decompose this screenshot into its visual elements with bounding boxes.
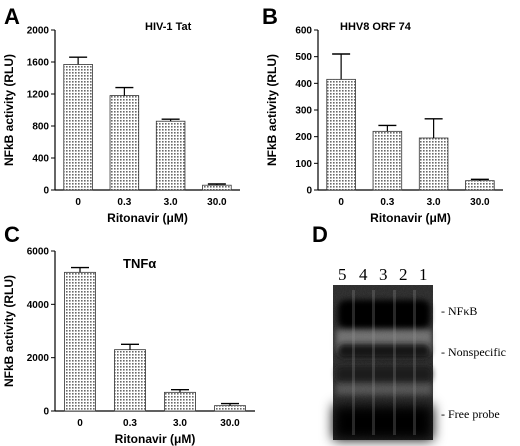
y-tick-label: 2000: [27, 26, 50, 37]
y-tick-label: 400: [295, 79, 312, 90]
x-axis-label: Ritonavir (μM): [370, 211, 451, 225]
bar-3-0: [164, 391, 196, 412]
x-tick-label: 0: [338, 197, 344, 208]
y-axis-label: NFkB activity (RLU): [2, 275, 16, 387]
band-free-probe: [333, 405, 433, 440]
x-axis-label: Ritonavir (μM): [107, 211, 188, 225]
bar-30-0: [214, 405, 246, 412]
band-nfkb: [338, 300, 430, 328]
bar-3-0: [155, 120, 186, 191]
panel-letter-a: A: [4, 4, 20, 29]
lane-number: 4: [359, 265, 368, 284]
y-tick-label: 400: [32, 154, 49, 165]
y-tick-label: 0: [306, 186, 312, 197]
emsa-blot: 5 4 3 2 1 - NFκB - Nonspecific - Free pr…: [333, 265, 506, 440]
y-tick-label: 300: [295, 106, 312, 117]
chart-title: HHV8 ORF 74: [340, 21, 412, 33]
lane-sep: [413, 290, 416, 435]
lane-number: 5: [338, 265, 347, 284]
y-tick-label: 500: [295, 52, 312, 63]
x-tick-label: 0.3: [380, 197, 394, 208]
bar-30-0: [202, 184, 232, 191]
panel-letter-c: C: [4, 222, 20, 247]
lane-number: 2: [399, 265, 408, 284]
y-tick-label: 600: [295, 26, 312, 37]
chart-hiv1-tat: 0 400 800 1200 1600 2000 0 0.3 3.0 30.0 HIV-1 Tat R…: [2, 21, 240, 225]
y-tick-label: 4000: [27, 300, 50, 311]
y-tick-label: 0: [43, 186, 49, 197]
panel-letter-d: D: [312, 222, 328, 247]
y-tick-label: 200: [295, 132, 312, 143]
x-tick-label: 0: [77, 418, 83, 429]
band-mid: [336, 366, 432, 382]
bar-0-3: [114, 349, 146, 412]
bar-0: [326, 78, 356, 191]
y-tick-label: 1200: [27, 90, 50, 101]
x-axis-label: Ritonavir (μM): [115, 432, 196, 446]
x-tick-label: 0: [75, 197, 81, 208]
gap-light-2: [336, 383, 432, 395]
y-tick-label: 0: [43, 407, 49, 418]
x-tick-label: 3.0: [173, 418, 187, 429]
chart-title: TNFα: [123, 256, 156, 271]
lane-number: 3: [379, 265, 388, 284]
y-axis-label: NFkB activity (RLU): [265, 54, 279, 166]
label-nonspecific: - Nonspecific: [441, 345, 506, 359]
y-tick-label: 2000: [27, 353, 50, 364]
x-tick-label: 30.0: [207, 197, 227, 208]
lane-number: 1: [419, 265, 428, 284]
y-tick-label: 6000: [27, 247, 50, 258]
x-tick-label: 3.0: [427, 197, 441, 208]
y-axis-label: NFkB activity (RLU): [2, 54, 16, 166]
x-tick-label: 0.3: [123, 418, 137, 429]
label-free-probe: - Free probe: [441, 407, 500, 421]
x-tick-label: 30.0: [470, 197, 490, 208]
x-tick-label: 3.0: [164, 197, 178, 208]
label-nfkb: - NFκB: [441, 304, 477, 318]
panel-letter-b: B: [262, 4, 278, 29]
chart-tnf-alpha: 0 2000 4000 6000 0 0.3 3.0 30.0 TNFα Ritonavir (μ…: [2, 247, 255, 446]
lane-sep: [393, 290, 396, 435]
lane-sep: [352, 290, 355, 435]
bar-0-3: [109, 95, 140, 191]
bar-0: [64, 271, 96, 412]
chart-title: HIV-1 Tat: [145, 21, 192, 33]
lane-sep: [372, 290, 375, 435]
x-tick-label: 30.0: [220, 418, 240, 429]
bar-0: [63, 64, 93, 191]
y-tick-label: 1600: [27, 58, 50, 69]
bar-30-0: [465, 180, 495, 191]
chart-hhv8-orf74: 0 100 200 300 400 500 600 0 0.3 3.0 30.0 HHV8 ORF 7…: [265, 21, 503, 225]
bar-3-0: [418, 137, 449, 191]
x-tick-label: 0.3: [117, 197, 131, 208]
bar-0-3: [372, 130, 403, 191]
band-nonspecific: [338, 344, 430, 358]
y-tick-label: 800: [32, 122, 49, 133]
y-tick-label: 100: [295, 159, 312, 170]
